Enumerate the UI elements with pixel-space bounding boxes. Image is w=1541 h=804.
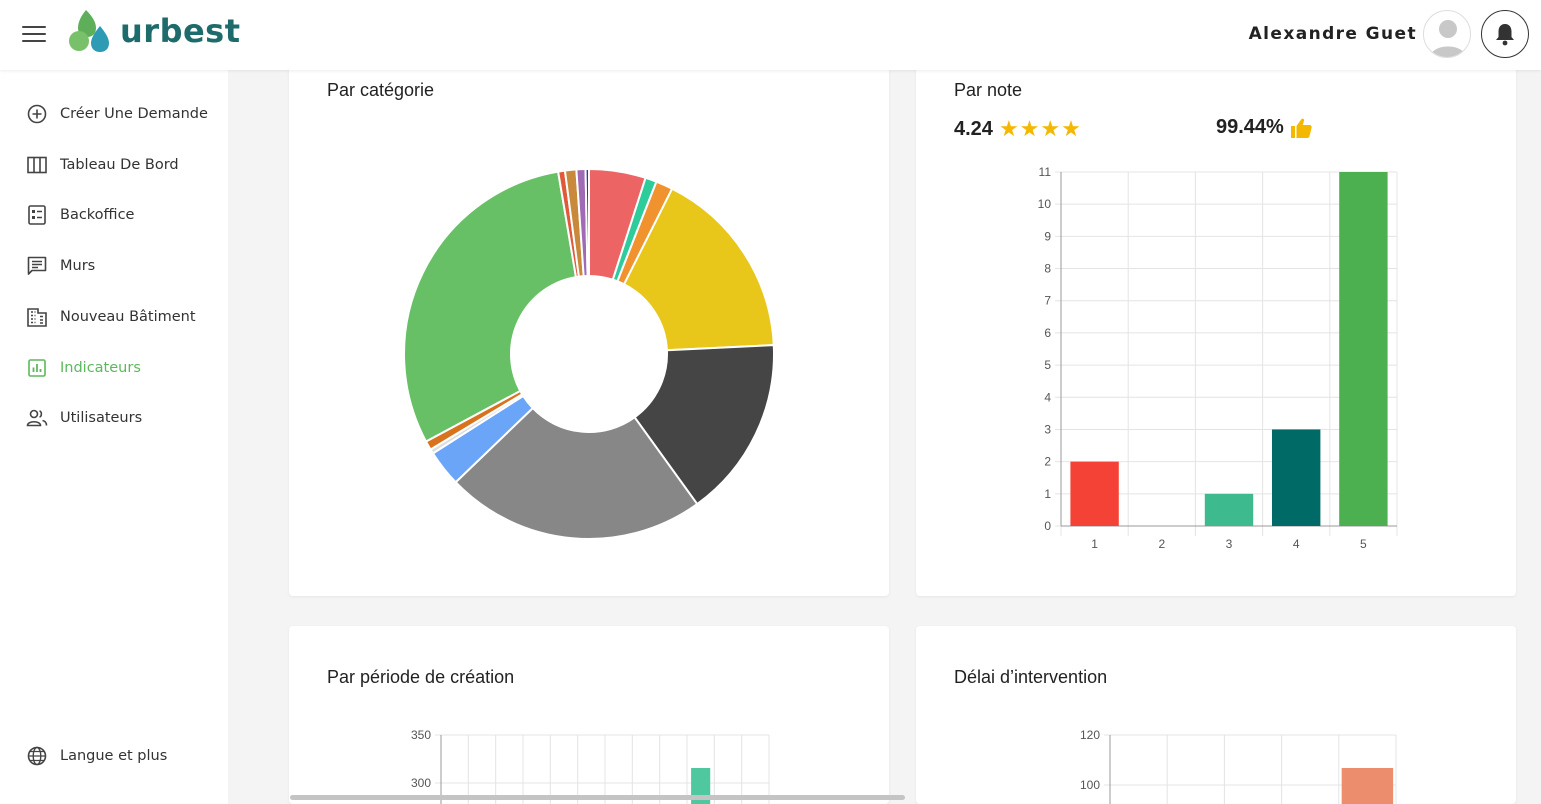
avatar[interactable] [1423, 10, 1471, 58]
rating-card-title: Par note [954, 80, 1023, 100]
sidebar-item-label: Backoffice [60, 207, 135, 223]
notifications-button[interactable] [1481, 10, 1529, 58]
y-tick-label: 10 [1038, 197, 1052, 211]
chat-list-icon [26, 255, 48, 277]
thumbs-up-icon [1290, 118, 1312, 138]
users-icon [26, 407, 48, 429]
star-rating-icon: ★★★★ [998, 116, 1082, 141]
sidebar-item-walls[interactable]: Murs [26, 254, 95, 278]
columns-icon [26, 154, 48, 176]
user-name[interactable]: Alexandre Guet [1248, 24, 1417, 44]
app-header: urbest Alexandre Guet [0, 0, 1541, 70]
donut-slice-3[interactable] [622, 187, 775, 352]
bar-rating-4[interactable] [1272, 429, 1321, 526]
y-tick-label: 0 [1044, 519, 1051, 533]
average-rating-value: 4.24 [954, 117, 993, 140]
sidebar-item-users[interactable]: Utilisateurs [26, 406, 142, 430]
y-tick-label: 4 [1044, 390, 1051, 404]
y-tick-label: 6 [1044, 326, 1051, 340]
rating-card: Par note 4.24 ★★★★ 99.44% 0 1 2 3 4 5 6 7 8 9 10 11… [916, 64, 1516, 596]
intervention-delay-card: Délai d’intervention 120 100 [916, 626, 1516, 804]
sidebar-item-create-request[interactable]: Créer Une Demande [26, 102, 208, 126]
chart-box-icon [26, 357, 48, 379]
satisfaction-rate: 99.44% [1216, 116, 1313, 139]
bell-icon [1496, 24, 1514, 46]
intervention-delay-card-title: Délai d’intervention [954, 667, 1108, 687]
urbest-logo[interactable]: urbest [66, 8, 241, 54]
sidebar-item-new-building[interactable]: Nouveau Bâtiment [26, 305, 196, 329]
logo-text: urbest [120, 12, 241, 50]
y-tick-label: 3 [1044, 422, 1051, 436]
y-tick-label: 100 [1080, 778, 1100, 792]
bar[interactable] [1341, 768, 1394, 804]
category-card: Par catégorie [289, 64, 889, 596]
creation-period-card: Par période de création 350 300 [289, 626, 889, 804]
creation-period-card-title: Par période de création [327, 667, 515, 687]
bar-rating-3[interactable] [1204, 493, 1254, 526]
sidebar-item-label: Nouveau Bâtiment [60, 309, 196, 325]
y-tick-label: 300 [411, 776, 431, 790]
sidebar-item-label: Tableau De Bord [60, 157, 179, 173]
y-tick-label: 5 [1044, 358, 1051, 372]
add-circle-icon [26, 103, 48, 125]
sidebar-item-label: Murs [60, 258, 96, 274]
category-card-title: Par catégorie [327, 80, 435, 100]
sidebar-item-backoffice[interactable]: Backoffice [26, 203, 134, 227]
average-rating: 4.24 ★★★★ [954, 116, 1082, 142]
satisfaction-rate-value: 99.44% [1216, 116, 1284, 138]
y-tick-label: 1 [1044, 487, 1051, 501]
urbest-logo-icon [69, 10, 109, 52]
hamburger-menu-icon[interactable] [22, 26, 46, 44]
y-tick-label: 11 [1039, 165, 1052, 179]
sidebar-item-label: Indicateurs [60, 360, 141, 376]
bar-rating-1[interactable] [1070, 461, 1119, 526]
intervention-delay-bar-chart[interactable]: 120 100 [916, 626, 1516, 804]
globe-icon [26, 745, 48, 767]
x-tick-label: 1 [1091, 537, 1098, 551]
y-tick-label: 350 [411, 728, 431, 742]
creation-period-bar-chart[interactable]: 350 300 [289, 626, 889, 804]
sidebar-item-dashboard[interactable]: Tableau De Bord [26, 153, 179, 177]
x-tick-label: 2 [1158, 537, 1165, 551]
x-tick-label: 5 [1360, 537, 1367, 551]
bar-rating-5[interactable] [1339, 172, 1388, 526]
sidebar-item-label: Créer Une Demande [60, 106, 208, 122]
horizontal-scrollbar[interactable] [290, 795, 905, 800]
y-tick-label: 8 [1044, 262, 1051, 276]
category-donut-chart[interactable] [289, 64, 889, 596]
list-box-icon [26, 204, 48, 226]
building-icon [26, 306, 48, 328]
donut-slice-13[interactable] [584, 167, 590, 278]
donut-slice-5[interactable] [454, 406, 699, 540]
x-tick-label: 4 [1293, 537, 1300, 551]
x-tick-label: 3 [1226, 537, 1233, 551]
y-tick-label: 7 [1044, 294, 1051, 308]
y-tick-label: 9 [1044, 229, 1051, 243]
sidebar-item-indicators[interactable]: Indicateurs [26, 356, 141, 380]
sidebar-item-label: Utilisateurs [60, 410, 143, 426]
avatar-placeholder-icon [1430, 20, 1466, 57]
sidebar-item-label: Langue et plus [60, 748, 168, 764]
sidebar-item-language[interactable]: Langue et plus [26, 744, 167, 768]
y-tick-label: 120 [1080, 728, 1100, 742]
sidebar: Créer Une Demande Tableau De Bord Backof… [0, 70, 228, 804]
donut-slice-9[interactable] [403, 170, 578, 443]
y-tick-label: 2 [1044, 455, 1051, 469]
